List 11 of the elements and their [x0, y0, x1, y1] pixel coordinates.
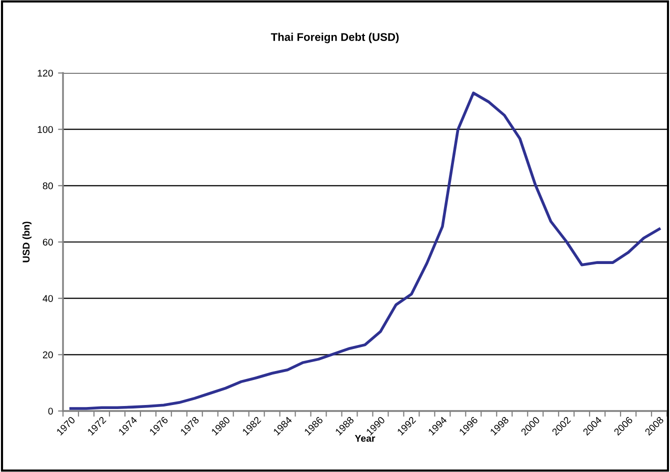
y-tick-label: 40: [42, 295, 53, 302]
y-axis-title: USD (bn): [22, 222, 32, 262]
y-tick-label: 0: [48, 408, 53, 415]
y-tick-label: 80: [42, 182, 53, 190]
y-tick-label: 20: [42, 351, 53, 358]
x-axis-title: Year: [354, 435, 376, 442]
y-tick-label: 120: [38, 70, 53, 77]
line-series: [69, 92, 661, 410]
y-tick-label: 60: [42, 238, 53, 246]
chart-title: Thai Foreign Debt (USD): [270, 32, 399, 44]
y-tick-label: 100: [38, 126, 53, 133]
